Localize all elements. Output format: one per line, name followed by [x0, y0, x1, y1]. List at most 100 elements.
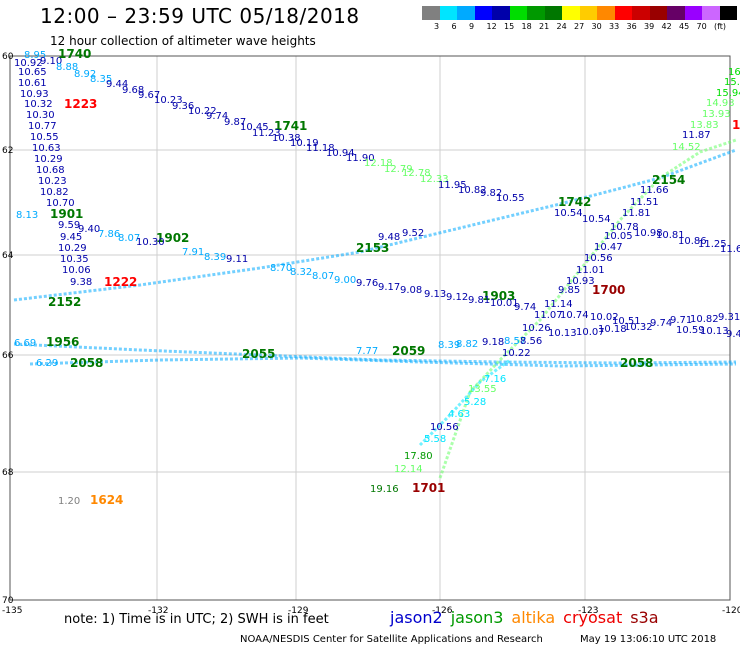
- wave-height-label: 12.18: [364, 158, 393, 169]
- wave-height-label: 9.81: [468, 295, 490, 306]
- wave-height-label: 8.07: [118, 233, 140, 244]
- lat-tick-label: 64: [2, 251, 14, 261]
- wave-height-label: 9.48: [378, 232, 400, 243]
- wave-height-label: 9.87: [224, 117, 246, 128]
- wave-height-label: 8.70: [270, 263, 292, 274]
- color-legend: [422, 6, 737, 20]
- wave-height-label: 9.4: [726, 329, 740, 340]
- wave-height-label: 9.31: [718, 312, 740, 323]
- color-legend-label: 9: [469, 22, 475, 31]
- color-legend-label: (ft): [714, 22, 727, 31]
- lat-lon-grid: [9, 55, 731, 601]
- color-legend-label: 30: [591, 22, 602, 31]
- color-swatch: [684, 6, 702, 20]
- wave-height-label: 10.82: [458, 185, 487, 196]
- wave-height-label: 10.74: [560, 310, 589, 321]
- wave-height-label: 10.65: [18, 67, 47, 78]
- wave-height-label: 10.93: [20, 89, 49, 100]
- wave-height-label: 15.: [724, 77, 740, 88]
- wave-height-label: 15.94: [716, 88, 740, 99]
- time-label: 1956: [46, 335, 79, 349]
- wave-height-label: 10.32: [24, 99, 53, 110]
- lon-tick-label: -129: [288, 606, 309, 616]
- wave-height-label: 10.82: [40, 187, 69, 198]
- wave-height-label: 10.07: [576, 327, 605, 338]
- wave-height-label: 12.33: [420, 174, 449, 185]
- lat-tick-label: 70: [2, 596, 14, 606]
- track-swath: [418, 358, 511, 447]
- time-label: 1223: [64, 97, 97, 111]
- satellite-legend-item: altika: [511, 608, 556, 627]
- wave-height-label: 8.57: [504, 336, 526, 347]
- wave-height-label: 10.29: [58, 243, 87, 254]
- wave-height-label: 10.51: [612, 316, 641, 327]
- lat-tick-label: 66: [2, 351, 14, 361]
- wave-height-label: 10.26: [522, 323, 551, 334]
- wave-height-label: 12.78: [402, 168, 431, 179]
- wave-height-label: 9.40: [78, 224, 100, 235]
- wave-height-label: 9.74: [206, 111, 228, 122]
- credit-line: NOAA/NESDIS Center for Satellite Applica…: [240, 634, 543, 645]
- wave-height-label: 9.59: [58, 220, 80, 231]
- color-legend-label: 70: [696, 22, 707, 31]
- lon-tick-label: -135: [2, 606, 22, 616]
- wave-height-label: 9.12: [446, 292, 468, 303]
- wave-height-label: 10.59: [676, 325, 705, 336]
- map-frame: [9, 55, 731, 601]
- wave-height-label: 10.23: [38, 176, 67, 187]
- wave-height-label: 6.29: [36, 358, 58, 369]
- color-legend-label: 27: [574, 22, 585, 31]
- footer-note: note: 1) Time is in UTC; 2) SWH is in fe…: [64, 612, 329, 627]
- wave-height-label: 6.69: [14, 338, 36, 349]
- wave-height-label: 10.86: [678, 236, 707, 247]
- wave-height-label: 9.71: [670, 315, 692, 326]
- color-swatch: [422, 6, 440, 20]
- color-swatch: [702, 6, 720, 20]
- wave-height-label: 10.61: [18, 78, 47, 89]
- lat-tick-label: 60: [2, 52, 14, 62]
- wave-height-label: 10.06: [62, 265, 91, 276]
- color-legend-label: 6: [451, 22, 457, 31]
- time-label: 1741: [274, 119, 307, 133]
- satellite-legend: jason2 jason3 altika cryosat s3a: [390, 608, 667, 627]
- wave-height-label: 11.01: [576, 265, 605, 276]
- color-swatch: [457, 6, 475, 20]
- wave-height-label: 10.01: [490, 298, 519, 309]
- wave-height-label: 10.30: [26, 110, 55, 121]
- wave-height-label: 9.17: [378, 282, 400, 293]
- time-label: 2154: [652, 173, 685, 187]
- wave-height-label: 11.87: [682, 130, 711, 141]
- wave-height-label: 16: [728, 67, 740, 78]
- wave-height-label: 13.93: [702, 109, 731, 120]
- wave-height-label: 9.82: [480, 188, 502, 199]
- wave-height-label: 10.94: [326, 148, 355, 159]
- wave-height-label: 12.79: [384, 164, 413, 175]
- time-label: 2058: [70, 356, 103, 370]
- wave-height-label: 11.51: [630, 197, 659, 208]
- color-swatch: [719, 6, 737, 20]
- time-label: 1700: [592, 283, 625, 297]
- wave-height-label: 9.52: [402, 228, 424, 239]
- wave-height-label: 13.83: [690, 120, 719, 131]
- wave-height-label: 11.25: [698, 239, 727, 250]
- color-swatch: [544, 6, 562, 20]
- lon-tick-label: -120: [722, 606, 740, 616]
- wave-height-label: 10.45: [240, 122, 269, 133]
- lon-tick-label: -126: [432, 606, 453, 616]
- wave-height-label: 10.68: [36, 165, 65, 176]
- wave-height-label: 10.22: [502, 348, 531, 359]
- wave-height-label: 10.81: [656, 230, 685, 241]
- wave-height-label: 10.56: [584, 253, 613, 264]
- color-legend-label: 36: [626, 22, 637, 31]
- wave-height-label: 10.47: [594, 242, 623, 253]
- wave-height-label: 10.29: [34, 154, 63, 165]
- wave-height-label: 14.52: [672, 142, 701, 153]
- wave-height-label: 10.98: [634, 228, 663, 239]
- color-swatch: [667, 6, 685, 20]
- wave-height-label: 9.38: [70, 277, 92, 288]
- lon-tick-label: -132: [148, 606, 168, 616]
- wave-height-label: 10.77: [28, 121, 57, 132]
- wave-height-label: 10.05: [604, 231, 633, 242]
